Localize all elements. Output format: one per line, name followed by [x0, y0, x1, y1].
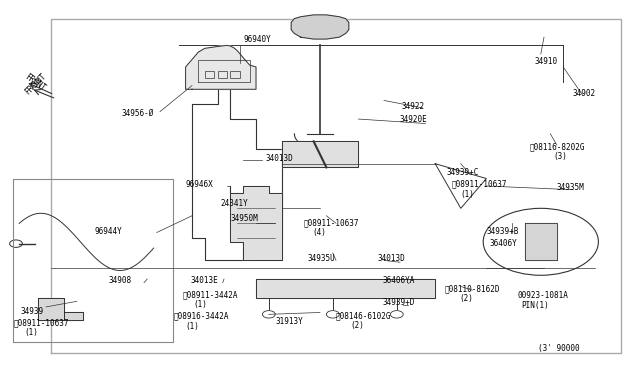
- Text: 31913Y: 31913Y: [275, 317, 303, 326]
- Text: (2): (2): [460, 294, 474, 303]
- Text: Ⓞ08911-3442A: Ⓞ08911-3442A: [182, 290, 238, 299]
- Text: 96944Y: 96944Y: [95, 227, 122, 236]
- Text: FRONT: FRONT: [23, 72, 47, 93]
- Text: 34939+B: 34939+B: [486, 227, 519, 236]
- Text: (3' 90000: (3' 90000: [538, 344, 579, 353]
- Text: PIN(1): PIN(1): [522, 301, 549, 310]
- Text: 36406YA: 36406YA: [383, 276, 415, 285]
- Text: 34013D: 34013D: [378, 254, 405, 263]
- Text: (1): (1): [186, 322, 200, 331]
- Text: 34920E: 34920E: [399, 115, 427, 124]
- Text: 24341Y: 24341Y: [221, 199, 248, 208]
- Polygon shape: [186, 45, 256, 89]
- Text: Ⓝ08116-8202G: Ⓝ08116-8202G: [530, 142, 586, 151]
- Text: 34922: 34922: [402, 102, 425, 110]
- Bar: [230, 71, 240, 78]
- Text: ⒲08146-6102G: ⒲08146-6102G: [336, 311, 392, 320]
- Text: 34939+D: 34939+D: [383, 298, 415, 307]
- Polygon shape: [282, 141, 358, 167]
- Text: 34935M: 34935M: [557, 183, 584, 192]
- Bar: [205, 71, 214, 78]
- Text: 34950M: 34950M: [230, 214, 258, 223]
- Polygon shape: [291, 15, 349, 39]
- Bar: [218, 71, 227, 78]
- Polygon shape: [525, 223, 557, 260]
- Text: 34908: 34908: [109, 276, 132, 285]
- Text: 96946X: 96946X: [186, 180, 213, 189]
- Text: Ⓞ08911-10637: Ⓞ08911-10637: [14, 318, 70, 327]
- Text: 34939+C: 34939+C: [447, 169, 479, 177]
- Text: 34935U: 34935U: [307, 254, 335, 263]
- Polygon shape: [38, 298, 83, 320]
- Text: FRONT: FRONT: [23, 71, 47, 96]
- Text: 34939: 34939: [20, 307, 44, 316]
- Text: (1): (1): [24, 328, 38, 337]
- Text: (3): (3): [553, 153, 567, 161]
- Text: 34013D: 34013D: [266, 154, 293, 163]
- Text: 34910: 34910: [534, 57, 557, 66]
- Text: 34902: 34902: [573, 89, 596, 98]
- Text: Ⓞ08911-10637: Ⓞ08911-10637: [304, 218, 360, 227]
- Text: ⒲08110-8162D: ⒲08110-8162D: [445, 284, 500, 293]
- Text: Ⓜ08916-3442A: Ⓜ08916-3442A: [174, 312, 230, 321]
- Polygon shape: [256, 279, 435, 298]
- Text: (4): (4): [312, 228, 326, 237]
- Text: (1): (1): [193, 300, 207, 309]
- Text: (2): (2): [351, 321, 365, 330]
- Text: 96940Y: 96940Y: [243, 35, 271, 44]
- Text: (1): (1): [461, 190, 475, 199]
- Text: 34956-Ø: 34956-Ø: [122, 109, 154, 118]
- Text: 00923-1081A: 00923-1081A: [517, 291, 568, 300]
- Polygon shape: [230, 186, 282, 260]
- Text: 34013E: 34013E: [191, 276, 218, 285]
- Text: 36406Y: 36406Y: [490, 239, 517, 248]
- Text: Ⓞ08911-10637: Ⓞ08911-10637: [451, 180, 507, 189]
